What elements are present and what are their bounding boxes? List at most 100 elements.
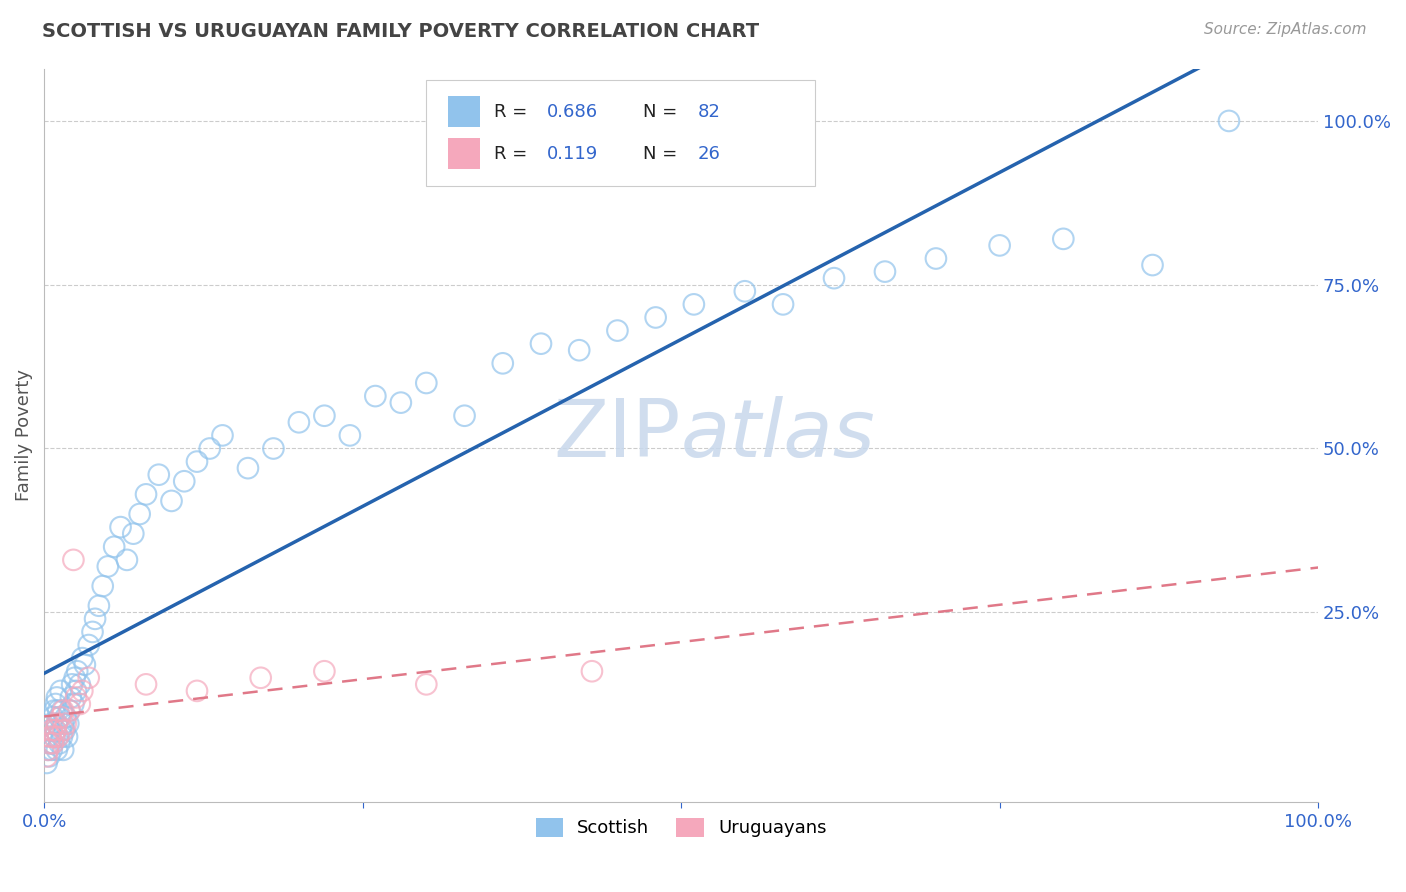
Point xyxy=(66,665,89,679)
Point xyxy=(198,442,221,456)
Point xyxy=(58,716,80,731)
Point xyxy=(46,730,69,744)
Text: 26: 26 xyxy=(697,145,720,162)
Point xyxy=(415,376,437,390)
Point xyxy=(37,743,59,757)
Point xyxy=(38,749,60,764)
Point xyxy=(128,507,150,521)
Point xyxy=(249,671,271,685)
Point xyxy=(55,716,77,731)
Point xyxy=(52,704,75,718)
Point xyxy=(823,271,845,285)
Point xyxy=(115,553,138,567)
Point xyxy=(58,704,80,718)
Point xyxy=(1052,232,1074,246)
Point xyxy=(236,461,259,475)
Point xyxy=(60,677,83,691)
Point xyxy=(581,665,603,679)
Point xyxy=(84,612,107,626)
Point xyxy=(606,324,628,338)
Point xyxy=(46,730,69,744)
Point xyxy=(72,684,94,698)
Point xyxy=(35,756,58,770)
Point xyxy=(39,730,62,744)
Point xyxy=(186,454,208,468)
Point xyxy=(91,579,114,593)
Legend: Scottish, Uruguayans: Scottish, Uruguayans xyxy=(529,811,834,845)
Text: R =: R = xyxy=(494,103,527,120)
Point xyxy=(62,697,84,711)
Point xyxy=(314,665,336,679)
Point xyxy=(65,690,87,705)
Point xyxy=(37,743,59,757)
FancyBboxPatch shape xyxy=(449,138,479,169)
Point xyxy=(49,684,72,698)
Point xyxy=(45,723,67,738)
Point xyxy=(97,559,120,574)
Point xyxy=(41,743,63,757)
Point xyxy=(1218,114,1240,128)
Point xyxy=(46,704,69,718)
Point xyxy=(160,494,183,508)
Point xyxy=(173,475,195,489)
Point xyxy=(59,690,82,705)
Text: R =: R = xyxy=(494,145,527,162)
Point xyxy=(87,599,110,613)
Point xyxy=(77,638,100,652)
Point xyxy=(44,730,66,744)
Point xyxy=(772,297,794,311)
Point xyxy=(51,730,73,744)
Point xyxy=(42,736,65,750)
Point xyxy=(77,671,100,685)
Point xyxy=(52,723,75,738)
Point xyxy=(45,690,67,705)
Point xyxy=(262,442,284,456)
Point xyxy=(530,336,553,351)
Point xyxy=(211,428,233,442)
Point xyxy=(734,285,756,299)
Point xyxy=(41,716,63,731)
Point xyxy=(48,710,70,724)
Point xyxy=(51,704,73,718)
Point xyxy=(53,723,76,738)
Point xyxy=(925,252,948,266)
Point xyxy=(110,520,132,534)
Point xyxy=(288,415,311,429)
Point xyxy=(389,395,412,409)
Point xyxy=(135,487,157,501)
Point xyxy=(873,264,896,278)
Point xyxy=(38,736,60,750)
Point xyxy=(63,671,86,685)
Point xyxy=(683,297,706,311)
Point xyxy=(186,684,208,698)
Y-axis label: Family Poverty: Family Poverty xyxy=(15,369,32,501)
Point xyxy=(35,749,58,764)
Point xyxy=(49,723,72,738)
Text: 82: 82 xyxy=(697,103,720,120)
Text: SCOTTISH VS URUGUAYAN FAMILY POVERTY CORRELATION CHART: SCOTTISH VS URUGUAYAN FAMILY POVERTY COR… xyxy=(42,22,759,41)
Point xyxy=(62,553,84,567)
Point xyxy=(69,697,91,711)
Point xyxy=(42,736,65,750)
Point xyxy=(44,730,66,744)
Point xyxy=(39,736,62,750)
Point xyxy=(56,730,79,744)
Point xyxy=(39,723,62,738)
Point xyxy=(52,716,75,731)
Text: ZIP: ZIP xyxy=(554,396,681,475)
Point xyxy=(644,310,666,325)
Point xyxy=(58,704,80,718)
Point xyxy=(415,677,437,691)
Point xyxy=(72,651,94,665)
Point xyxy=(988,238,1011,252)
Point xyxy=(148,467,170,482)
Point xyxy=(69,677,91,691)
Point xyxy=(42,710,65,724)
Point xyxy=(49,710,72,724)
Point xyxy=(65,684,87,698)
Point xyxy=(135,677,157,691)
Text: atlas: atlas xyxy=(681,396,876,475)
Point xyxy=(52,743,75,757)
Point xyxy=(492,356,515,370)
Point xyxy=(45,716,67,731)
